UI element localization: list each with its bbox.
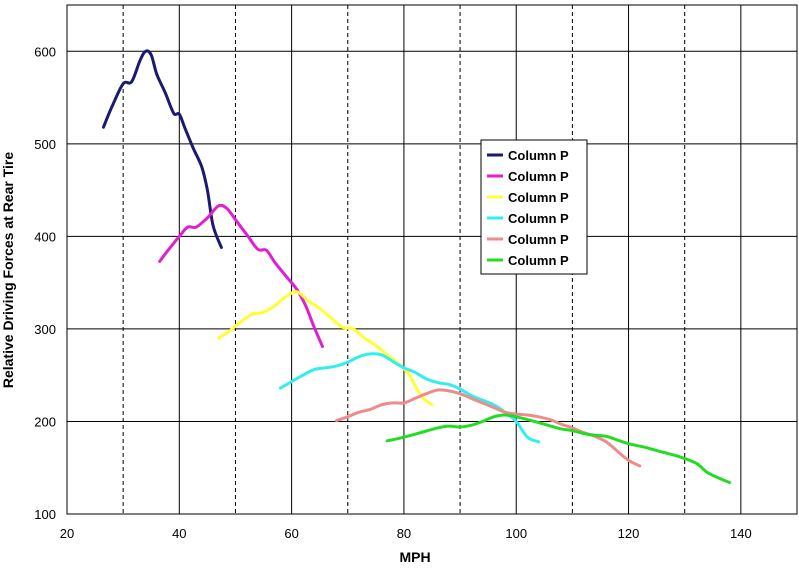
x-tick-label: 40	[172, 526, 186, 541]
legend-label-4: Column P	[508, 211, 569, 226]
y-tick-label: 200	[34, 414, 56, 429]
y-tick-label: 600	[34, 44, 56, 59]
series-line-6	[385, 413, 732, 484]
series-layer	[102, 49, 732, 484]
legend-label-2: Column P	[508, 169, 569, 184]
x-axis-ticks: 20 40 60 80 100 120 140	[60, 526, 752, 541]
y-axis-title: Relative Driving Forces at Rear Tire	[0, 152, 16, 388]
x-tick-label: 20	[60, 526, 74, 541]
grid-lines	[66, 5, 798, 515]
y-tick-label: 400	[34, 229, 56, 244]
y-tick-label: 100	[34, 507, 56, 522]
y-tick-label: 300	[34, 322, 56, 337]
x-tick-label: 140	[730, 526, 752, 541]
legend-box	[480, 139, 588, 275]
legend-label-3: Column P	[508, 190, 569, 205]
legend-label-5: Column P	[508, 232, 569, 247]
x-tick-label: 120	[618, 526, 640, 541]
x-tick-label: 100	[505, 526, 527, 541]
legend-label-1: Column P	[508, 148, 569, 163]
series-line-1	[102, 49, 223, 249]
legend-label-6: Column P	[508, 253, 569, 268]
series-line-3	[217, 290, 434, 407]
series-line-2	[158, 203, 324, 348]
y-tick-label: 500	[34, 137, 56, 152]
plot-area-border	[66, 4, 798, 515]
legend: Column P Column P Column P Column P Column P…	[480, 139, 588, 275]
y-axis-ticks: 100 200 300 400 500 600	[34, 44, 56, 522]
x-tick-label: 60	[284, 526, 298, 541]
x-axis-title: MPH	[399, 549, 430, 565]
x-tick-label: 80	[397, 526, 411, 541]
series-line-4	[278, 352, 541, 444]
